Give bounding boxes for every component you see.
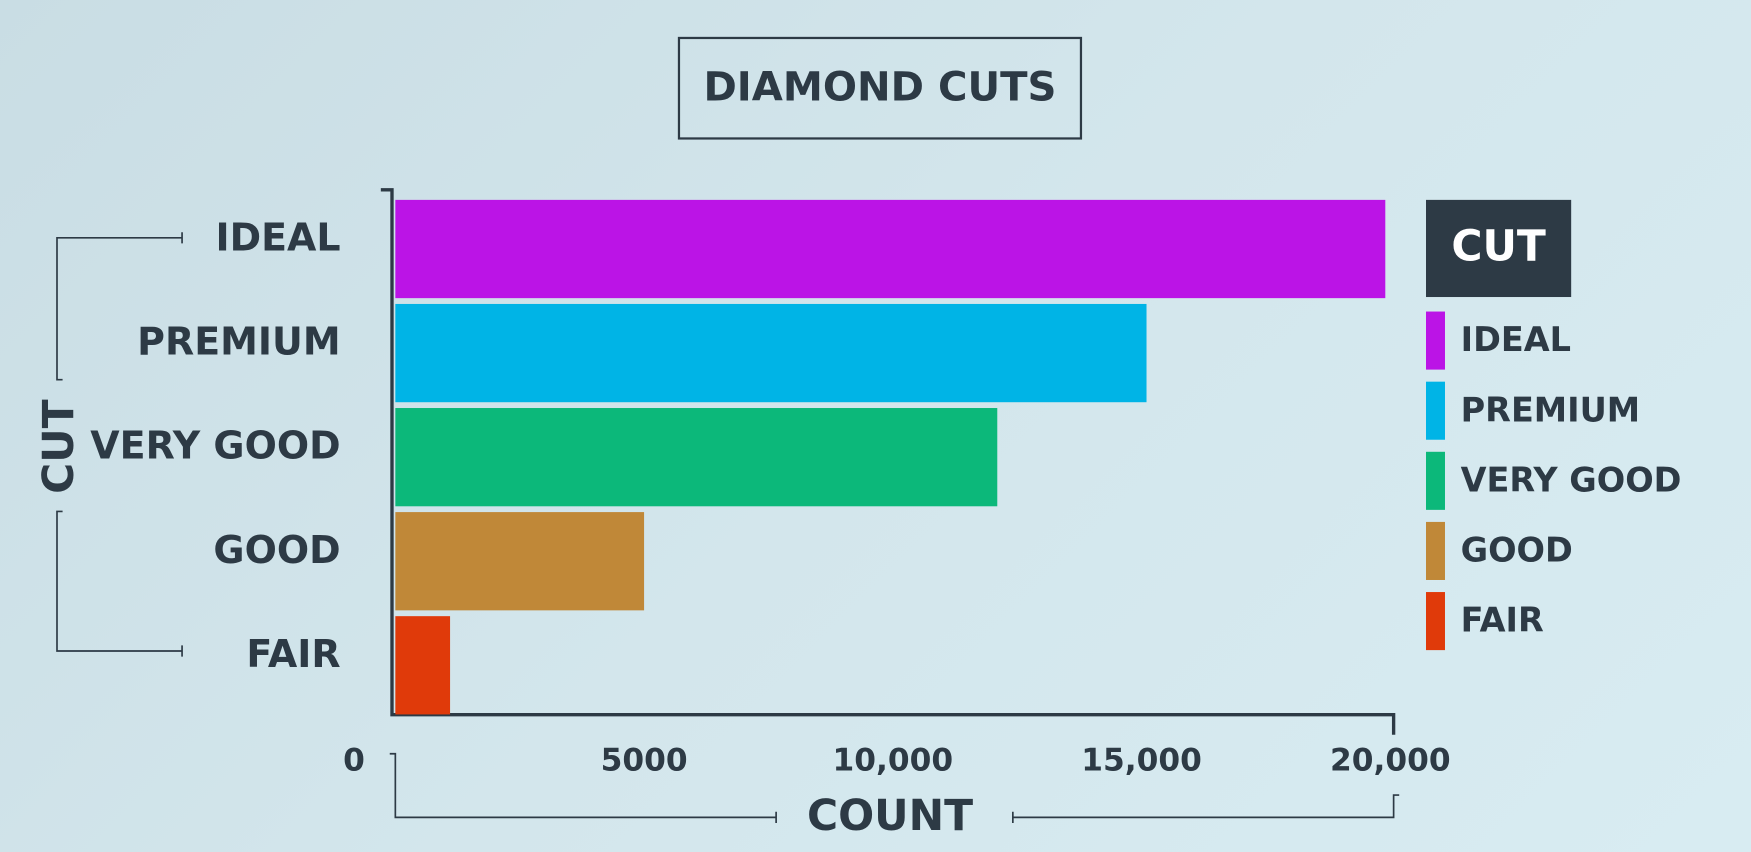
bar	[395, 303, 1147, 403]
axes	[380, 188, 1396, 735]
bracket	[389, 752, 777, 823]
legend-swatch	[1426, 521, 1445, 580]
y-tick-label: GOOD	[213, 528, 340, 572]
legend-label: GOOD	[1461, 531, 1573, 570]
bar	[395, 512, 645, 611]
y-tick-label: VERY GOOD	[90, 424, 340, 468]
y-tick-label: PREMIUM	[137, 320, 340, 364]
x-axis-title: COUNT	[807, 792, 973, 841]
y-tick-label: IDEAL	[216, 216, 341, 260]
legend-swatch	[1426, 381, 1445, 440]
legend-label: VERY GOOD	[1461, 460, 1682, 499]
x-tick-label: 0	[343, 743, 365, 779]
legend-swatch	[1426, 311, 1445, 370]
legend-label: FAIR	[1461, 601, 1544, 640]
legend-title: CUT	[1451, 223, 1546, 272]
x-tick-label: 15,000	[1081, 743, 1202, 779]
legend-swatch	[1426, 451, 1445, 510]
chart-title: DIAMOND CUTS	[703, 64, 1056, 110]
y-axis-title: CUT	[35, 399, 84, 494]
bar	[395, 616, 451, 715]
legend-label: IDEAL	[1461, 320, 1571, 359]
legend-title-box	[1426, 199, 1572, 298]
title-box	[677, 36, 1083, 140]
x-tick-label: 20,000	[1330, 743, 1451, 779]
y-tick-label: FAIR	[246, 632, 340, 676]
bar	[395, 199, 1386, 299]
bracket	[56, 510, 183, 657]
legend-swatch	[1426, 592, 1445, 651]
x-tick-label: 10,000	[833, 743, 954, 779]
x-tick-label: 5000	[601, 743, 688, 779]
bracket	[1012, 794, 1400, 823]
bar	[395, 408, 998, 507]
bracket	[56, 232, 183, 381]
legend-label: PREMIUM	[1461, 390, 1640, 429]
